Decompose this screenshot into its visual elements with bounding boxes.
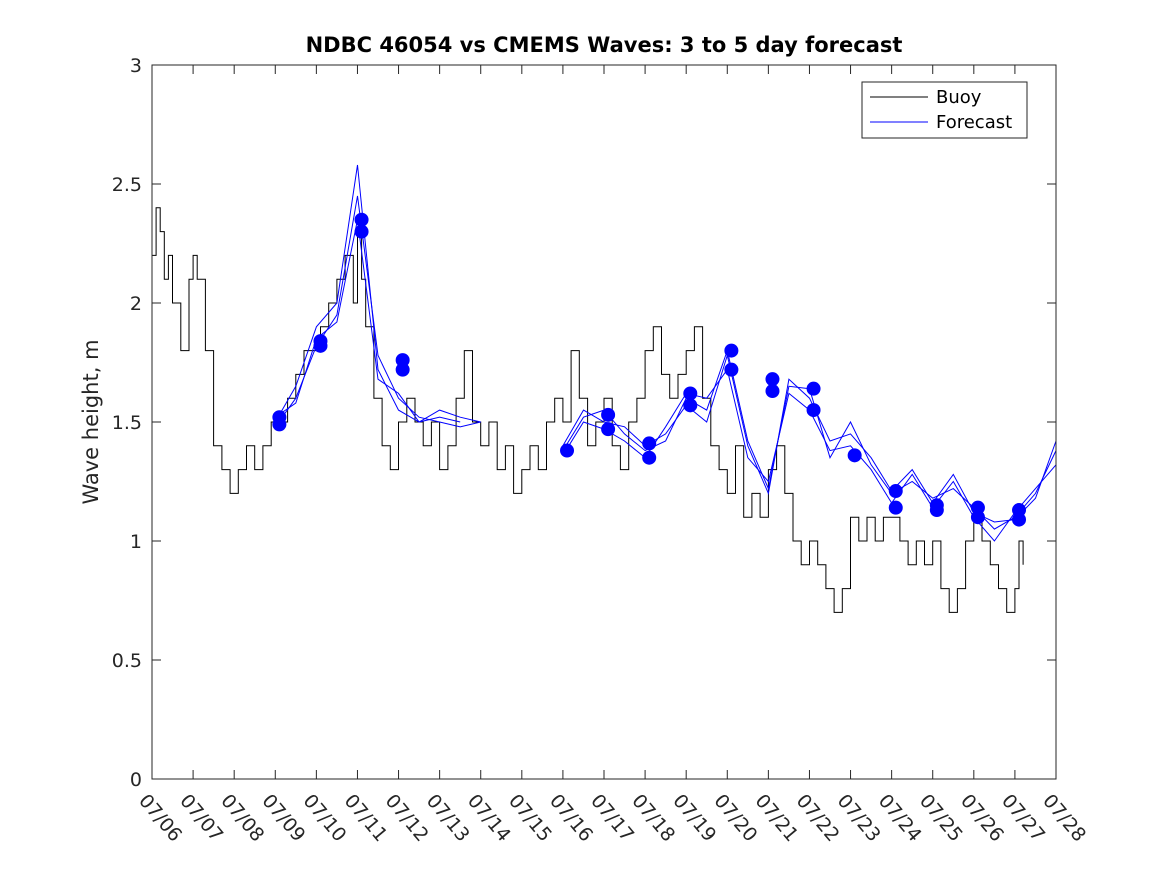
forecast-series-line (275, 219, 461, 423)
forecast-marker (806, 403, 821, 418)
chart-title: NDBC 46054 vs CMEMS Waves: 3 to 5 day fo… (306, 33, 903, 57)
y-tick-label: 0.5 (112, 650, 142, 672)
forecast-marker (313, 334, 328, 349)
forecast-marker (806, 381, 821, 396)
forecast-marker (395, 353, 410, 368)
forecast-marker (354, 224, 369, 239)
forecast-marker (601, 407, 616, 422)
y-tick-label: 2.5 (112, 174, 142, 196)
y-tick-label: 0 (130, 769, 142, 791)
forecast-marker (970, 500, 985, 515)
forecast-marker (888, 500, 903, 515)
y-axis-label: Wave height, m (79, 339, 103, 504)
forecast-marker (642, 436, 657, 451)
forecast-marker (683, 398, 698, 413)
forecast-series-line (274, 195, 481, 428)
y-tick-label: 1 (130, 531, 142, 553)
forecast-series-line (274, 164, 481, 423)
forecast-marker (724, 362, 739, 377)
y-tick-label: 2 (130, 293, 142, 315)
forecast-marker (560, 443, 575, 458)
y-axis: 0 0.5 1 1.5 2 2.5 3 (112, 55, 1056, 791)
forecast-marker (929, 498, 944, 513)
y-tick-label: 1.5 (112, 412, 142, 434)
legend-forecast-label: Forecast (936, 112, 1012, 133)
forecast-marker (1012, 503, 1027, 518)
legend: Buoy Forecast (861, 81, 1028, 139)
forecast-marker (765, 384, 780, 399)
legend-box (861, 81, 1028, 139)
forecast-marker (765, 372, 780, 387)
forecast-marker (888, 484, 903, 499)
y-tick-label: 3 (130, 55, 142, 77)
forecast-marker (601, 422, 616, 437)
forecast-marker (272, 410, 287, 425)
forecast-marker (354, 212, 369, 227)
forecast-marker (683, 386, 698, 401)
marker-layer (272, 212, 1027, 527)
forecast-marker (642, 450, 657, 465)
forecast-marker (847, 448, 862, 463)
forecast-marker (724, 343, 739, 358)
legend-buoy-label: Buoy (936, 87, 982, 108)
